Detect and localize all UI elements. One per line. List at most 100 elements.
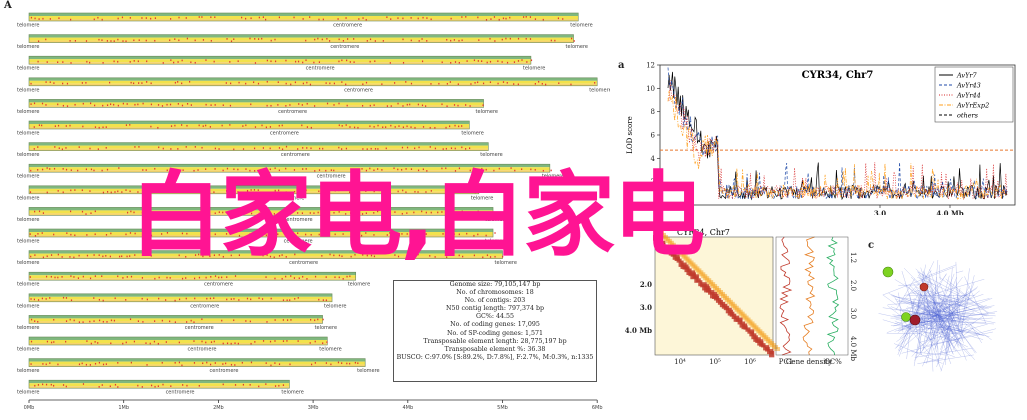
network-edge [878, 313, 972, 334]
gene-mark [161, 105, 164, 107]
gene-mark [30, 169, 32, 172]
gene-mark [249, 320, 251, 323]
gene-mark [142, 321, 144, 323]
gene-mark [85, 82, 87, 84]
gene-mark [305, 59, 307, 62]
gene-mark [222, 169, 224, 172]
network-edge [949, 304, 961, 315]
gene-mark [410, 126, 412, 128]
chromosome-yellow-track [29, 232, 494, 235]
gene-mark [158, 297, 160, 300]
gene-mark [170, 125, 173, 127]
gene-mark [50, 275, 52, 278]
gene-mark [33, 102, 36, 105]
gene-mark [254, 341, 256, 343]
gene-mark [501, 61, 503, 63]
gene-mark [269, 255, 272, 258]
lod-y-tick-label: 8 [651, 108, 655, 116]
network-edge [917, 271, 960, 295]
gene-mark [150, 384, 153, 387]
gene-mark [82, 383, 85, 385]
gene-mark [77, 277, 80, 279]
gene-mark [98, 126, 100, 129]
gene-mark [97, 148, 99, 150]
gene-mark [74, 40, 77, 42]
gene-mark [325, 299, 327, 302]
gene-mark [57, 190, 59, 192]
gene-mark [230, 40, 233, 43]
gene-mark [369, 104, 371, 107]
gene-mark [66, 105, 69, 107]
gene-mark [517, 60, 520, 62]
gene-mark [102, 299, 104, 302]
gene-mark [473, 167, 475, 170]
gene-mark [218, 148, 220, 150]
gene-mark [150, 234, 153, 237]
network-edge [882, 294, 898, 306]
gene-mark [453, 212, 456, 214]
network-edge [940, 316, 964, 348]
gene-mark [169, 103, 172, 106]
gene-mark [245, 168, 247, 170]
gene-mark [198, 124, 200, 127]
network-edge [933, 319, 948, 330]
gene-mark [97, 342, 99, 344]
lod-series-line [667, 90, 1008, 200]
gene-mark [349, 362, 351, 365]
chromosome-green-track [29, 250, 503, 254]
gene-mark [498, 18, 500, 21]
gene-mark [254, 38, 256, 40]
gene-mark [409, 103, 411, 106]
gene-mark [110, 40, 112, 42]
gene-mark [390, 18, 392, 20]
gene-mark [250, 298, 252, 301]
network-edge [937, 308, 942, 312]
gene-mark [102, 255, 104, 258]
chromosome-bar: centromere telomere telomere [17, 163, 564, 180]
gene-mark [238, 299, 240, 301]
gene-mark [318, 147, 321, 150]
gene-mark [338, 146, 340, 149]
gene-mark [101, 39, 103, 41]
gene-mark [277, 104, 279, 106]
gene-mark [210, 16, 212, 19]
hic-x-tick-label: 10⁴ [674, 358, 686, 366]
gene-mark [386, 16, 388, 19]
telomere-label-left: telomere [17, 131, 39, 137]
network-edge [923, 264, 957, 278]
gene-mark [74, 189, 76, 191]
gene-mark [193, 169, 195, 172]
gene-mark [318, 18, 320, 21]
hic-right-tick-label: 3.0 [849, 308, 857, 319]
gene-mark [69, 318, 71, 321]
gene-mark [454, 61, 457, 63]
gene-mark [425, 211, 427, 214]
gene-mark [346, 59, 348, 62]
gene-mark [446, 256, 448, 258]
gene-mark [146, 233, 149, 235]
gene-mark [209, 255, 211, 258]
chromosome-outline [28, 207, 494, 216]
telomere-label-right: telomere [461, 131, 483, 137]
gene-mark [558, 82, 560, 85]
gene-mark [266, 254, 268, 256]
network-edge [933, 259, 939, 314]
gene-mark [54, 276, 56, 279]
gene-mark [302, 168, 304, 170]
gene-mark [338, 276, 340, 279]
gene-mark [222, 383, 224, 386]
gene-mark [193, 340, 195, 342]
network-edge [937, 302, 949, 309]
gene-mark [542, 169, 544, 172]
gene-mark [261, 298, 264, 300]
gene-mark [265, 234, 267, 237]
gene-mark [306, 81, 308, 84]
gene-mark [89, 61, 91, 64]
gene-mark [286, 211, 288, 213]
gene-mark [345, 83, 347, 86]
gene-mark [277, 81, 279, 84]
network-edge [957, 282, 975, 326]
chromosome-bar: centromere telomere telomere [17, 77, 610, 93]
network-edge [938, 309, 941, 326]
gene-mark [333, 82, 335, 85]
